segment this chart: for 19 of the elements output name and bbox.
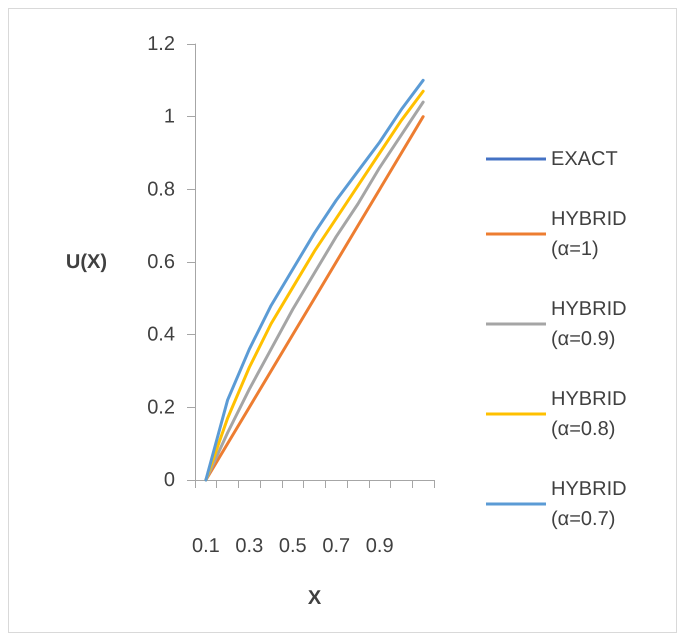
- y-tick-label: 1.2: [147, 33, 175, 55]
- x-axis-title: X: [308, 587, 322, 609]
- legend-label: HYBRID (α=0.9): [551, 298, 632, 350]
- y-tick-label: 1: [164, 106, 175, 128]
- y-tick-label: 0.2: [147, 396, 175, 418]
- legend-label: HYBRID (α=0.8): [551, 388, 632, 440]
- y-tick-label: 0.4: [147, 324, 175, 346]
- x-tick-label: 0.3: [235, 535, 264, 557]
- y-tick-label: 0.8: [147, 178, 175, 200]
- y-axis-title: U(X): [66, 251, 107, 273]
- legend-label: HYBRID (α=1): [551, 208, 632, 260]
- legend-label: EXACT: [551, 148, 618, 170]
- y-tick-label: 0.6: [147, 251, 175, 273]
- x-tick-label: 0.7: [322, 535, 350, 557]
- y-tick-label: 0: [164, 469, 175, 491]
- legend-label: HYBRID (α=0.7): [551, 478, 632, 530]
- x-tick-label: 0.1: [192, 535, 220, 557]
- x-tick-label: 0.9: [366, 535, 394, 557]
- x-tick-label: 0.5: [278, 535, 307, 557]
